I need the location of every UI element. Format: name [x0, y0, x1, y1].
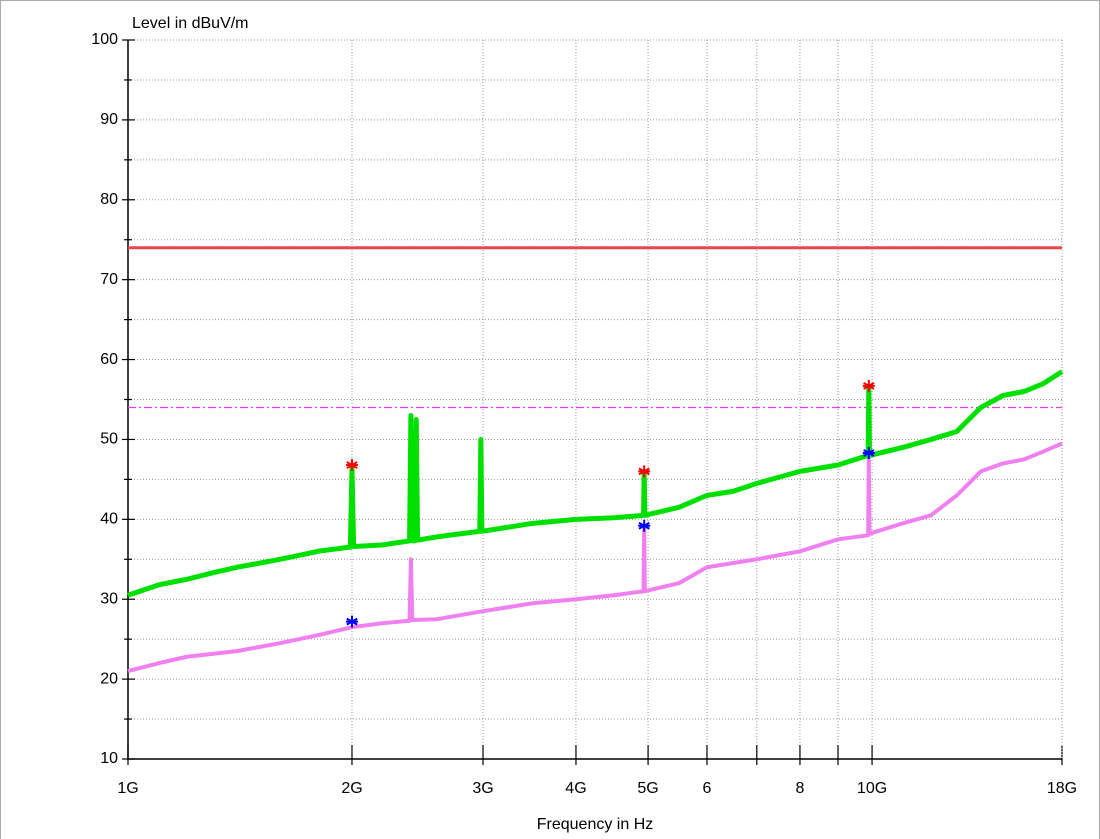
trace — [127, 441, 1063, 674]
y-tick-label: 50 — [100, 431, 118, 448]
y-tick-label: 20 — [100, 670, 118, 687]
marker — [862, 447, 875, 460]
marker — [345, 615, 358, 628]
y-tick-label: 10 — [100, 750, 118, 767]
x-axis-label: Frequency in Hz — [537, 816, 654, 833]
x-tick-label: 3G — [472, 780, 493, 797]
trace — [127, 369, 1064, 598]
y-tick-label: 40 — [100, 511, 118, 528]
y-tick-label: 80 — [100, 191, 118, 208]
marker — [345, 459, 358, 472]
marker — [862, 379, 875, 392]
x-tick-label: 18G — [1047, 780, 1077, 797]
x-tick-label: 5G — [637, 780, 658, 797]
marker — [638, 465, 651, 478]
y-tick-label: 30 — [100, 590, 118, 607]
marker — [638, 519, 651, 532]
y-axis-label: Level in dBuV/m — [132, 15, 249, 32]
x-tick-label: 2G — [341, 780, 362, 797]
x-tick-label: 10G — [857, 780, 887, 797]
x-tick-label: 4G — [565, 780, 586, 797]
x-tick-label: 6 — [703, 780, 712, 797]
y-tick-label: 90 — [100, 111, 118, 128]
y-tick-label: 100 — [91, 31, 118, 48]
y-tick-label: 60 — [100, 351, 118, 368]
x-tick-label: 8 — [796, 780, 805, 797]
x-tick-label: 1G — [117, 780, 138, 797]
y-tick-label: 70 — [100, 271, 118, 288]
